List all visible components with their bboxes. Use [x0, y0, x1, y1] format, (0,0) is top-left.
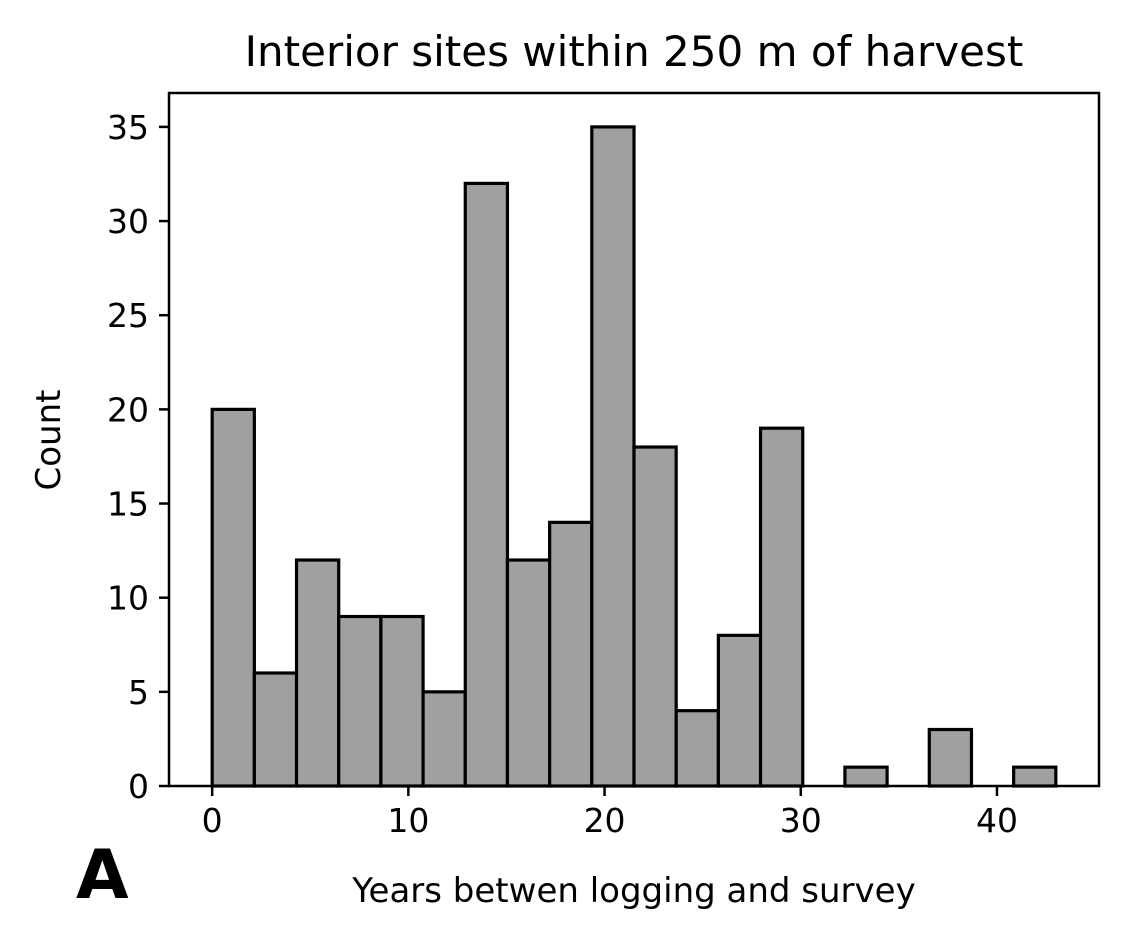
histogram-bar — [674, 709, 720, 788]
histogram-bar — [632, 445, 678, 788]
histogram-bar — [843, 765, 889, 788]
panel-label: A — [76, 836, 129, 915]
histogram-bar — [716, 633, 763, 788]
y-tick-label: 10 — [107, 579, 149, 618]
x-tick-label: 10 — [387, 801, 429, 840]
chart-title: Interior sites within 250 m of harvest — [245, 27, 1024, 76]
histogram-bar — [252, 671, 299, 788]
histogram-bar — [421, 690, 467, 788]
y-tick-label: 5 — [128, 673, 149, 712]
histogram-bar — [463, 181, 510, 788]
histogram-bar — [590, 125, 636, 788]
histogram-bar — [505, 558, 552, 788]
y-tick-label: 15 — [107, 485, 149, 524]
plot-frame — [167, 91, 1101, 788]
histogram-bar — [548, 520, 594, 788]
histogram-bar — [927, 727, 974, 788]
histogram-bar — [379, 614, 425, 788]
y-tick-label: 25 — [107, 296, 149, 335]
histogram-bar — [758, 426, 805, 788]
x-tick-label: 30 — [780, 801, 822, 840]
y-tick-label: 30 — [107, 202, 149, 241]
x-tick-label: 20 — [584, 801, 626, 840]
y-tick-label: 20 — [107, 390, 149, 429]
y-tick-label: 0 — [128, 767, 149, 806]
histogram-bar — [210, 407, 256, 788]
y-axis-ticks: 0 5 10 15 20 25 30 35 — [107, 108, 169, 806]
x-tick-label: 40 — [976, 801, 1018, 840]
x-axis-label: Years betwen logging and survey — [351, 871, 915, 911]
y-tick-label: 35 — [107, 108, 149, 147]
x-axis-ticks: 0 10 20 30 40 — [202, 786, 1018, 840]
bars-group — [210, 125, 1058, 788]
histogram-bar — [1012, 765, 1058, 788]
histogram-bar — [294, 558, 341, 788]
histogram-bar — [337, 614, 383, 788]
y-axis-label: Count — [29, 390, 69, 491]
x-tick-label: 0 — [202, 801, 223, 840]
